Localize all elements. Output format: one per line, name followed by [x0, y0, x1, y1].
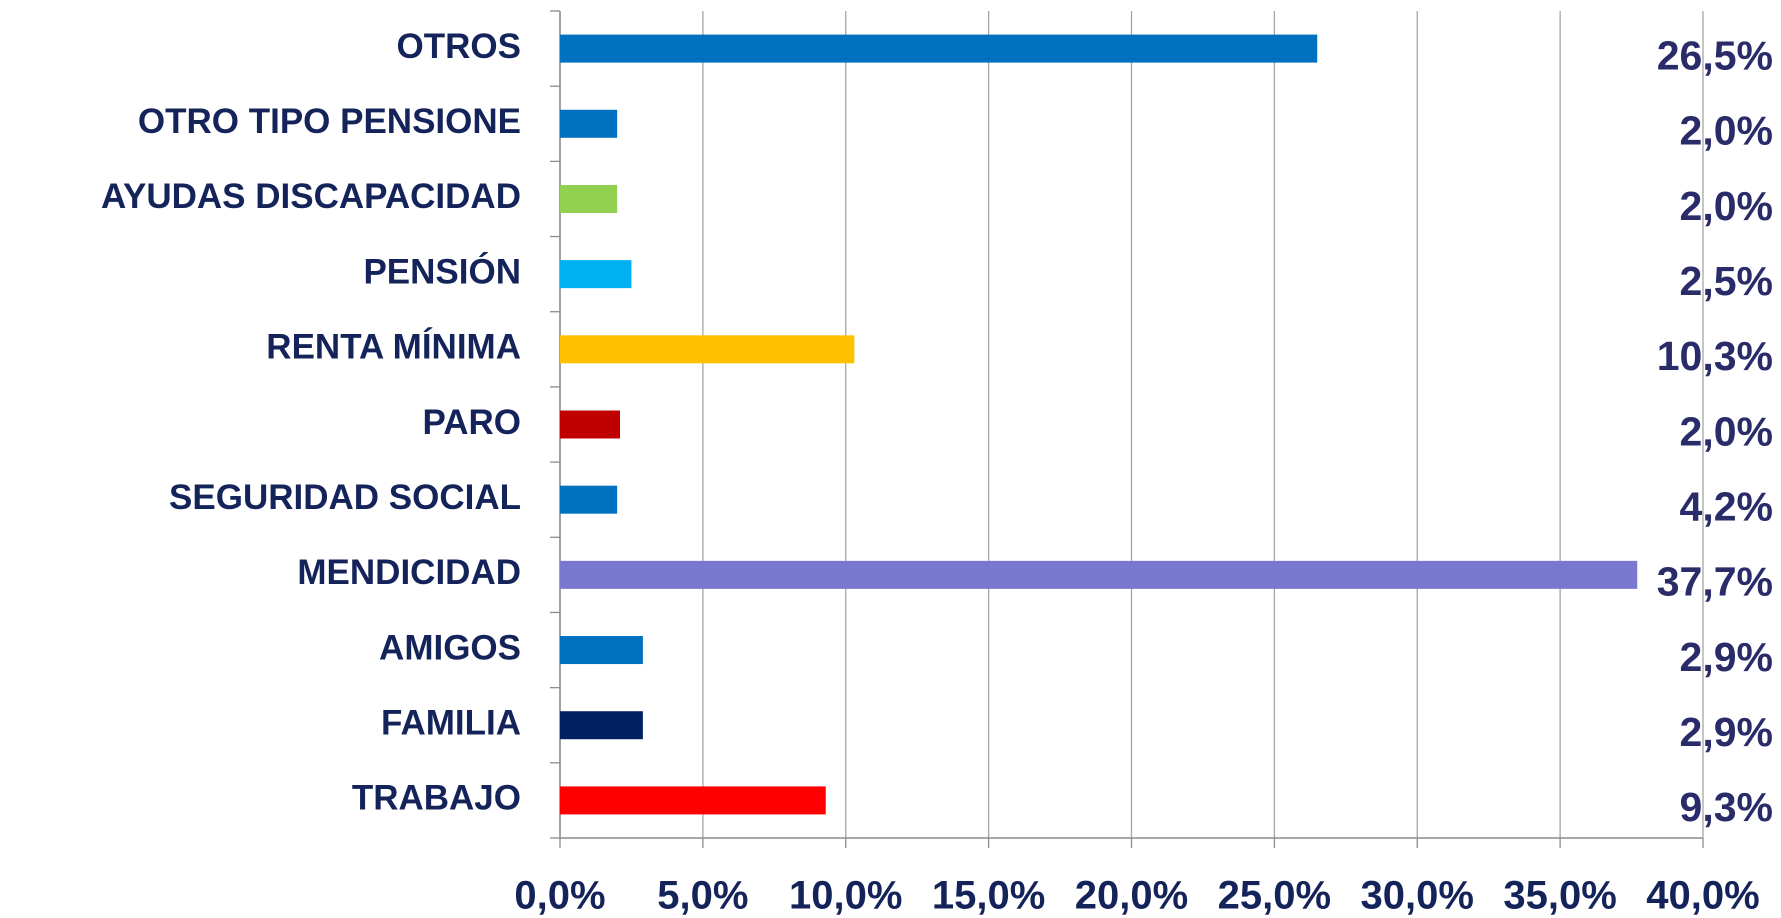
category-label: RENTA MÍNIMA [266, 327, 521, 367]
x-tick-label: 40,0% [1646, 874, 1759, 918]
x-tick-label: 5,0% [657, 874, 748, 918]
category-label: PARO [422, 403, 521, 442]
x-tick-label: 25,0% [1218, 874, 1331, 918]
category-label: PENSIÓN [363, 251, 521, 291]
bar [560, 184, 618, 213]
annotation: 26,5% [1657, 32, 1773, 78]
annotation: 2,0% [1680, 408, 1773, 454]
x-tick-label: 30,0% [1361, 874, 1474, 918]
x-tick-label: 35,0% [1503, 874, 1616, 918]
x-tick-label: 10,0% [789, 874, 902, 918]
bar [560, 560, 1638, 589]
x-tick-label: 20,0% [1075, 874, 1188, 918]
category-label: OTROS [397, 27, 521, 66]
bar [560, 711, 643, 740]
bar [560, 335, 855, 364]
bar [560, 109, 618, 138]
bar [560, 34, 1318, 63]
category-label: MENDICIDAD [297, 553, 521, 592]
bar [560, 485, 618, 514]
category-label: AMIGOS [379, 628, 521, 667]
annotation: 4,2% [1680, 484, 1773, 530]
annotation: 2,5% [1680, 258, 1773, 304]
x-tick-label: 15,0% [932, 874, 1045, 918]
category-label: TRABAJO [352, 779, 521, 818]
annotation: 10,3% [1657, 333, 1773, 379]
category-label: AYUDAS DISCAPACIDAD [101, 177, 521, 216]
annotation: 2,0% [1680, 183, 1773, 229]
annotation: 37,7% [1657, 559, 1773, 605]
bar [560, 260, 632, 289]
bar [560, 786, 826, 815]
x-tick-label: 0,0% [514, 874, 605, 918]
category-label: FAMILIA [381, 703, 521, 742]
annotation: 2,9% [1680, 634, 1773, 680]
category-label: OTRO TIPO PENSIONE [138, 102, 521, 141]
bar [560, 636, 643, 665]
category-label: SEGURIDAD SOCIAL [169, 478, 521, 517]
annotation: 2,9% [1680, 709, 1773, 755]
bar [560, 410, 621, 439]
annotation: 9,3% [1680, 784, 1773, 830]
annotation: 2,0% [1680, 108, 1773, 154]
